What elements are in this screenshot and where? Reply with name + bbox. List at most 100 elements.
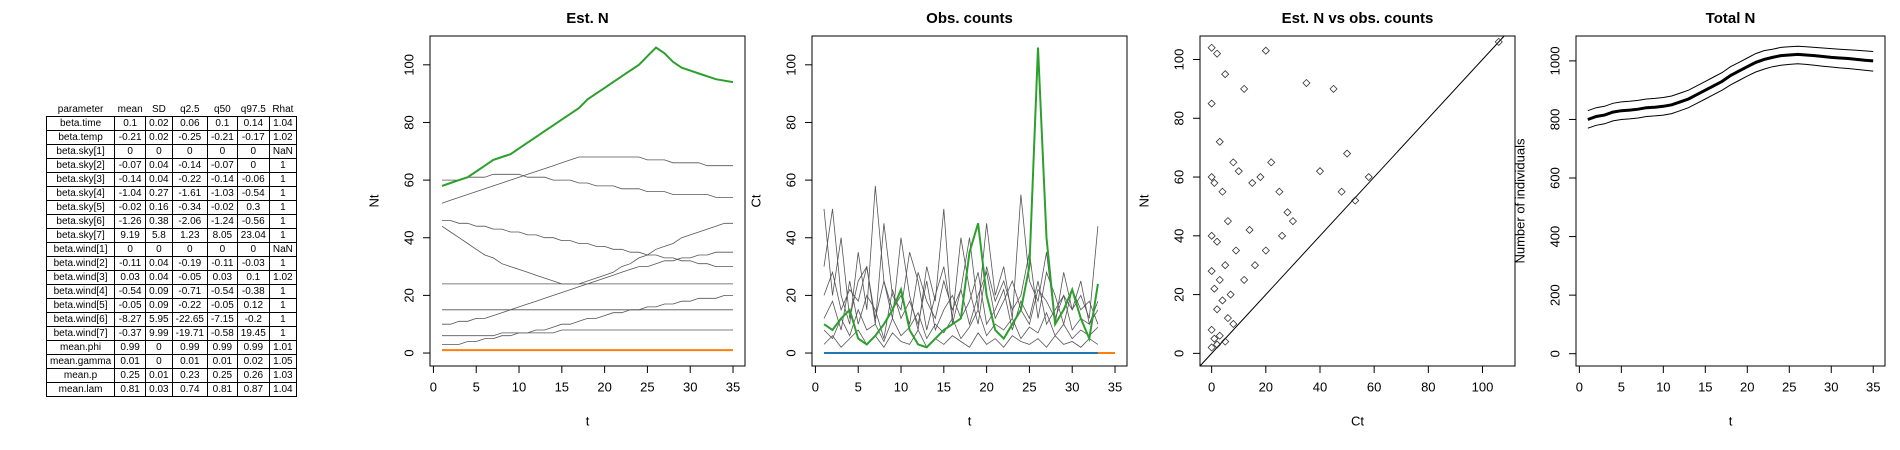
point bbox=[1210, 334, 1219, 343]
x-tick-label: 15 bbox=[937, 379, 951, 394]
table-cell: 0.74 bbox=[171, 382, 208, 397]
x-axis-label: Ct bbox=[1351, 413, 1364, 428]
point bbox=[1275, 187, 1284, 196]
y-tick-label: 20 bbox=[401, 288, 416, 302]
point bbox=[1245, 225, 1254, 235]
point bbox=[1207, 172, 1216, 182]
table-row: beta.time 0.1 0.02 0.06 0.1 0.14 1.04 bbox=[45, 116, 297, 131]
series-line bbox=[823, 272, 1099, 339]
point bbox=[1223, 314, 1232, 323]
header-cell: q50 bbox=[214, 104, 231, 115]
series-line bbox=[442, 173, 733, 198]
table-row: beta.sky[1] 0 0 0 0 0 NaN bbox=[45, 144, 297, 159]
table-cell: 0.87 bbox=[236, 382, 270, 397]
y-tick-label: 100 bbox=[783, 54, 798, 76]
point bbox=[1351, 196, 1360, 205]
series-line bbox=[442, 295, 733, 345]
x-tick-label: 35 bbox=[1866, 379, 1880, 394]
table-row: beta.sky[5] -0.02 0.16 -0.34 -0.02 0.3 1 bbox=[45, 200, 297, 215]
table-row: beta.wind[7] -0.37 9.99 -19.71 -0.58 19.45 1 bbox=[45, 326, 297, 341]
x-tick-label: 0 bbox=[812, 379, 819, 394]
x-tick-label: 20 bbox=[597, 379, 611, 394]
y-tick-label: 0 bbox=[1171, 350, 1186, 357]
series-line bbox=[823, 47, 1099, 349]
point bbox=[1250, 261, 1260, 270]
point bbox=[1207, 325, 1216, 334]
y-tick-label: 80 bbox=[401, 115, 416, 129]
point bbox=[1494, 37, 1503, 46]
plot-box bbox=[1199, 35, 1516, 367]
point bbox=[1278, 231, 1287, 240]
series-line bbox=[823, 308, 1099, 343]
series-line bbox=[823, 185, 1099, 331]
x-tick-label: 30 bbox=[1824, 379, 1838, 394]
point bbox=[1210, 178, 1219, 187]
x-tick-label: 30 bbox=[1065, 379, 1079, 394]
y-tick-label: 200 bbox=[1547, 284, 1562, 306]
point bbox=[1261, 246, 1270, 255]
y-tick-label: 60 bbox=[401, 173, 416, 187]
series-line bbox=[442, 251, 733, 325]
point bbox=[1283, 208, 1292, 217]
y-tick-label: 40 bbox=[401, 231, 416, 245]
chart-title: Est. N bbox=[566, 10, 609, 27]
y-axis-label: Nt bbox=[1136, 194, 1151, 207]
point bbox=[1240, 84, 1249, 93]
point bbox=[1343, 149, 1352, 158]
plot-box bbox=[429, 35, 746, 367]
chart-title: Obs. counts bbox=[926, 10, 1013, 27]
y-tick-label: 400 bbox=[1547, 226, 1562, 248]
x-tick-label: 20 bbox=[979, 379, 993, 394]
plot-box bbox=[1575, 35, 1886, 367]
y-tick-label: 80 bbox=[1171, 111, 1186, 125]
x-tick-label: 10 bbox=[1656, 379, 1670, 394]
series-line bbox=[441, 46, 734, 187]
point bbox=[1229, 158, 1238, 167]
x-tick-label: 0 bbox=[1576, 379, 1583, 394]
x-tick-label: 20 bbox=[1740, 379, 1754, 394]
point bbox=[1256, 172, 1265, 182]
x-tick-label: 100 bbox=[1472, 379, 1494, 394]
table-row: beta.sky[6] -1.26 0.38 -2.06 -1.24 -0.56 1 bbox=[45, 214, 297, 229]
y-tick-label: 60 bbox=[783, 173, 798, 187]
header-cell: parameter bbox=[57, 104, 104, 115]
x-tick-label: 5 bbox=[855, 379, 862, 394]
point bbox=[1212, 237, 1222, 246]
x-tick-label: 5 bbox=[1618, 379, 1625, 394]
chart-title: Est. N vs obs. counts bbox=[1282, 10, 1434, 27]
x-tick-label: 15 bbox=[555, 379, 569, 394]
x-tick-label: 30 bbox=[683, 379, 697, 394]
table-cell: 1.04 bbox=[268, 382, 297, 397]
point bbox=[1207, 343, 1216, 352]
point bbox=[1207, 267, 1216, 276]
summary-table: parameter mean SD q2.5 q50 q97.5 Rhat beta.tim… bbox=[45, 103, 297, 397]
point bbox=[1212, 305, 1222, 314]
point bbox=[1221, 337, 1230, 346]
y-tick-label: 1000 bbox=[1547, 46, 1562, 75]
plot-box bbox=[811, 35, 1128, 367]
table-cell: mean.lam bbox=[45, 382, 116, 397]
x-axis-label: t bbox=[1729, 413, 1733, 428]
header-cell: mean bbox=[117, 104, 143, 115]
point bbox=[1207, 231, 1216, 240]
table-row: mean.phi 0.99 0 0.99 0.99 0.99 1.01 bbox=[45, 340, 297, 355]
point bbox=[1248, 178, 1257, 187]
point bbox=[1302, 78, 1311, 88]
x-tick-label: 25 bbox=[1782, 379, 1796, 394]
point bbox=[1212, 340, 1222, 349]
point bbox=[1215, 331, 1224, 340]
point bbox=[1223, 217, 1232, 226]
header-cell: q97.5 bbox=[240, 104, 266, 115]
x-tick-label: 35 bbox=[726, 379, 740, 394]
x-tick-label: 0 bbox=[1208, 379, 1215, 394]
header-cell: q2.5 bbox=[180, 104, 200, 115]
series-line bbox=[1587, 63, 1874, 129]
table-row: mean.p 0.25 0.01 0.23 0.25 0.26 1.03 bbox=[45, 368, 297, 383]
y-tick-label: 40 bbox=[783, 231, 798, 245]
y-axis-label: Number of individuals bbox=[1512, 138, 1527, 264]
table-row: beta.wind[4] -0.54 0.09 -0.71 -0.54 -0.38 1 bbox=[45, 284, 297, 299]
y-axis-label: Nt bbox=[366, 194, 381, 207]
point bbox=[1215, 275, 1224, 284]
y-tick-label: 40 bbox=[1171, 229, 1186, 243]
series-line bbox=[823, 266, 1099, 326]
